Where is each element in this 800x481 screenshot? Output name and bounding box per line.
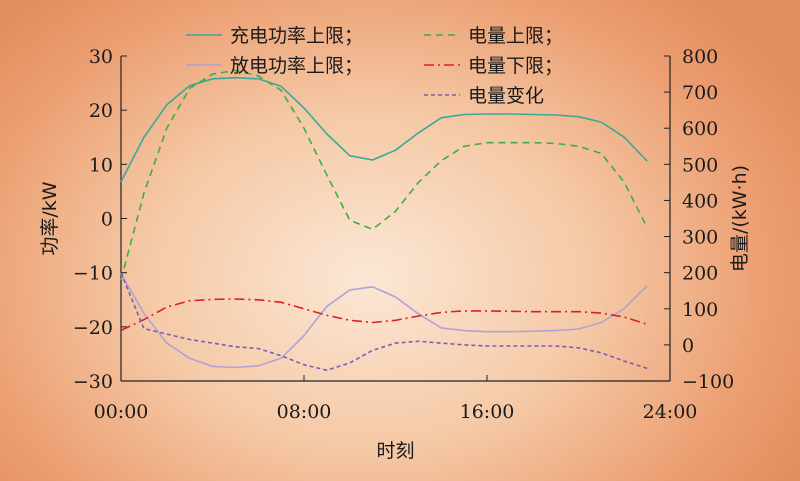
left-y-tick-label: 20 bbox=[89, 100, 113, 122]
left-y-tick-label: 0 bbox=[101, 209, 113, 231]
left-y-axis-title: 功率/kW bbox=[39, 181, 61, 255]
right-y-axis-title: 电量/(kW·h) bbox=[729, 165, 751, 272]
series-line-3 bbox=[120, 69, 648, 281]
x-axis-title: 时刻 bbox=[376, 440, 414, 462]
legend-label-3: 电量上限； bbox=[468, 25, 563, 47]
right-y-tick-label: −100 bbox=[682, 371, 734, 393]
x-tick-label: 08:00 bbox=[277, 401, 332, 423]
left-y-tick-label: −20 bbox=[73, 317, 113, 339]
series-line-1 bbox=[120, 76, 648, 183]
x-tick-label: 24:00 bbox=[643, 401, 698, 423]
legend: 充电功率上限； 放电功率上限； 电量上限； 电量下限； 电量变化 bbox=[186, 25, 563, 107]
right-y-tick-label: 600 bbox=[682, 118, 718, 140]
right-y-tick-label: 100 bbox=[682, 299, 718, 321]
x-tick-label: 16:00 bbox=[460, 401, 515, 423]
right-y-tick-label: 300 bbox=[682, 227, 718, 249]
x-tick-label: 00:00 bbox=[94, 401, 149, 423]
axes-group bbox=[120, 56, 671, 382]
right-y-tick-label: 400 bbox=[682, 190, 718, 212]
right-y-tick-label: 800 bbox=[682, 46, 718, 68]
legend-label-2: 放电功率上限； bbox=[230, 55, 363, 77]
ticks-group: −30−20−100102030−10001002003004005006007… bbox=[73, 46, 734, 423]
left-y-tick-label: −30 bbox=[73, 371, 113, 393]
right-y-tick-label: 700 bbox=[682, 82, 718, 104]
series-line-2 bbox=[120, 273, 648, 369]
legend-label-4: 电量下限； bbox=[468, 55, 563, 77]
legend-label-1: 充电功率上限； bbox=[230, 25, 363, 47]
left-y-tick-label: −10 bbox=[73, 263, 113, 285]
series-line-5 bbox=[120, 272, 648, 372]
legend-label-5: 电量变化 bbox=[468, 85, 544, 107]
right-y-tick-label: 0 bbox=[682, 335, 694, 357]
series-group bbox=[120, 69, 648, 372]
right-y-tick-label: 200 bbox=[682, 263, 718, 285]
right-y-tick-label: 500 bbox=[682, 154, 718, 176]
series-line-4 bbox=[120, 298, 648, 332]
left-y-tick-label: 30 bbox=[89, 46, 113, 68]
left-y-tick-label: 10 bbox=[89, 154, 113, 176]
